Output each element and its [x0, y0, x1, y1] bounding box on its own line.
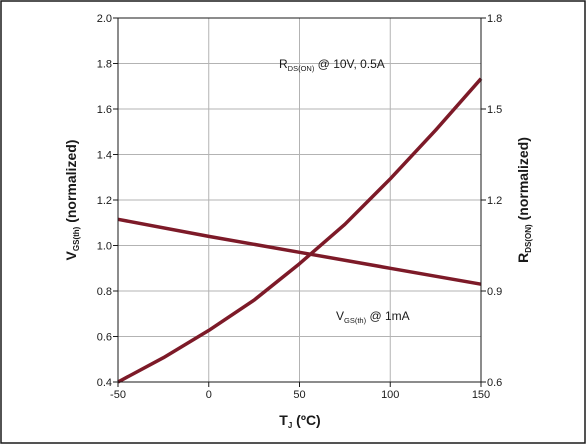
x-tick-label: 150 [472, 389, 490, 401]
rdson-series-line [117, 77, 483, 384]
grid [118, 18, 481, 382]
x-tick-label: -50 [110, 389, 126, 401]
y-left-tick-label: 0.8 [97, 286, 112, 298]
y-left-tick-label: 1.4 [97, 150, 112, 162]
x-tick-label: 100 [381, 389, 399, 401]
y-right-tick-label: 0.6 [487, 377, 502, 389]
y-left-tick-label: 1.2 [97, 195, 112, 207]
rdson-series-label: RDS(ON) @ 10V, 0.5A [279, 57, 385, 73]
y-left-axis-label: VGS(th) (normalized) [63, 140, 81, 261]
x-tick-label: 0 [206, 389, 212, 401]
y-right-tick-label: 1.8 [487, 13, 502, 25]
y-left-tick-label: 0.4 [97, 377, 112, 389]
y-left-tick-label: 1.0 [97, 241, 112, 253]
x-tick-label: 50 [293, 389, 305, 401]
y-right-tick-label: 1.5 [487, 104, 502, 116]
series-layer [117, 77, 483, 384]
vgsth-series-label: VGS(th) @ 1mA [336, 309, 410, 325]
x-axis-label: TJ (ºC) [279, 412, 320, 430]
y-left-tick-label: 1.6 [97, 104, 112, 116]
y-left-tick-label: 0.6 [97, 332, 112, 344]
y-right-tick-label: 1.2 [487, 195, 502, 207]
y-right-tick-label: 0.9 [487, 286, 502, 298]
y-right-axis-label: RDS(ON) (normalized) [515, 137, 533, 263]
vgsth-series-line [117, 217, 482, 286]
ticks: -50 0 50 100 150 0.4 0.6 0.8 1.0 1.2 1.4 1.6 1.8 2.0 0… [97, 13, 503, 401]
y-left-tick-label: 1.8 [97, 59, 112, 71]
y-left-tick-label: 2.0 [97, 13, 112, 25]
